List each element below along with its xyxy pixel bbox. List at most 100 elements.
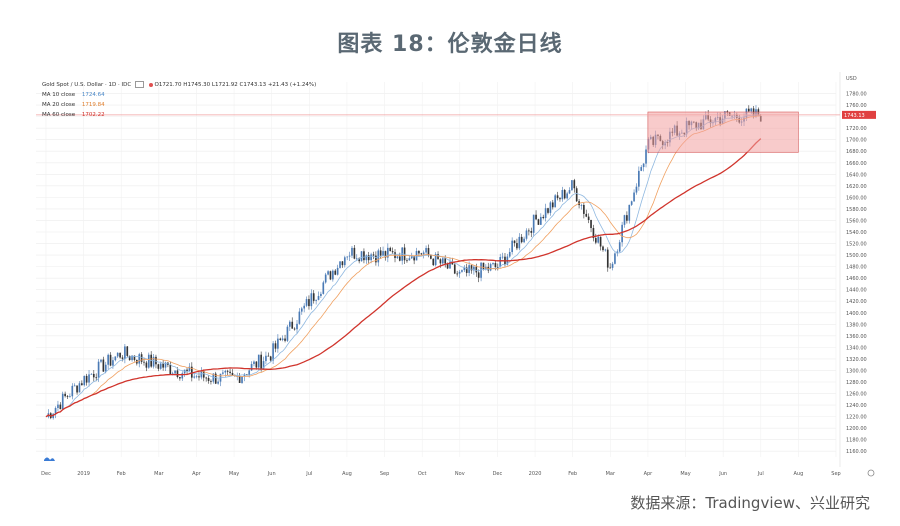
candle-body <box>389 247 392 252</box>
candle-body <box>119 352 121 358</box>
x-tick-label: Apr <box>644 471 654 477</box>
candle-body <box>559 198 561 200</box>
y-tick-label: 1560.00 <box>846 218 867 224</box>
candle-body <box>544 208 547 219</box>
candle-body <box>71 385 74 397</box>
candle-body <box>205 377 207 379</box>
candle-body <box>499 257 502 268</box>
candle-body <box>551 202 554 208</box>
candle-body <box>367 255 370 261</box>
candle-body <box>222 372 224 374</box>
ma10-value: 1724.64 <box>81 92 105 98</box>
candle-body <box>212 373 215 382</box>
candle-body <box>628 204 631 221</box>
candle-body <box>444 258 447 264</box>
candle-body <box>214 373 217 384</box>
candle-body <box>92 373 95 378</box>
tradingview-logo-icon <box>44 457 55 461</box>
candle-body <box>465 267 468 273</box>
candle-body <box>198 376 200 378</box>
candle-body <box>630 201 633 205</box>
candle-body <box>439 259 442 264</box>
candle-body <box>224 370 227 373</box>
candle-body <box>542 216 545 219</box>
y-tick-label: 1340.00 <box>846 345 867 351</box>
candle-body <box>475 266 478 273</box>
candle-body <box>355 258 358 260</box>
candle-body <box>614 253 616 264</box>
candle-body <box>528 230 530 232</box>
candle-body <box>317 296 320 300</box>
candle-body <box>575 188 578 202</box>
candle-body <box>633 192 635 202</box>
candle-body <box>621 224 623 243</box>
candle-body <box>379 250 382 256</box>
candle-body <box>353 247 356 259</box>
candle-body <box>190 366 193 378</box>
y-tick-label: 1700.00 <box>846 138 867 144</box>
candle-body <box>260 354 262 369</box>
candle-body <box>516 243 518 249</box>
candle-body <box>406 260 408 262</box>
candle-body <box>640 167 643 171</box>
candle-body <box>124 346 126 359</box>
x-tick-label: Feb <box>117 471 126 477</box>
candle-body <box>188 366 191 371</box>
candle-body <box>186 369 188 371</box>
candle-body <box>580 205 583 206</box>
candle-body <box>382 251 384 256</box>
settings-icon[interactable] <box>134 81 144 88</box>
candle-body <box>398 256 401 261</box>
candle-body <box>315 299 317 301</box>
y-tick-label: 1600.00 <box>846 195 867 201</box>
candle-body <box>109 354 112 366</box>
candle-body <box>430 255 432 259</box>
candle-body <box>446 263 449 269</box>
ma20-label: MA 20 close <box>42 102 76 108</box>
candle-body <box>288 321 291 327</box>
candle-body <box>104 364 107 372</box>
candle-body <box>207 377 210 381</box>
source-note: 数据来源：Tradingview、兴业研究 <box>630 494 870 512</box>
candle-body <box>322 282 325 294</box>
candle-body <box>162 363 164 368</box>
y-tick-label: 1660.00 <box>846 161 867 167</box>
candle-body <box>638 170 640 187</box>
candle-body <box>594 238 597 243</box>
legend-ma10[interactable]: MA 10 close 1724.64 <box>42 90 316 100</box>
candle-body <box>291 321 294 329</box>
candle-body <box>145 362 148 368</box>
legend-ma60[interactable]: MA 60 close 1702.22 <box>42 110 316 120</box>
x-tick-label: Aug <box>342 471 352 477</box>
ma60-value: 1702.22 <box>81 112 105 118</box>
legend-ma20[interactable]: MA 20 close 1719.84 <box>42 100 316 110</box>
candle-body <box>267 355 270 357</box>
candle-body <box>303 305 306 309</box>
candle-body <box>363 251 365 261</box>
chart-legend: Gold Spot / U.S. Dollar · 1D · IDC O1721… <box>42 80 316 120</box>
candle-body <box>257 354 260 368</box>
candle-body <box>138 354 141 364</box>
candle-body <box>482 262 485 269</box>
y-tick-label: 1320.00 <box>846 357 867 363</box>
x-tick-label: Aug <box>793 471 803 477</box>
candle-body <box>329 271 332 280</box>
y-tick-label: 1300.00 <box>846 368 867 374</box>
x-tick-label: Jun <box>267 471 276 477</box>
candle-body <box>286 326 289 341</box>
candle-body <box>112 360 114 366</box>
y-tick-label: 1400.00 <box>846 311 867 317</box>
ma20-line <box>45 115 761 418</box>
x-tick-label: Feb <box>568 471 577 477</box>
candle-body <box>642 163 645 168</box>
last-price-tag <box>842 110 876 119</box>
candle-body <box>530 231 533 233</box>
candle-body <box>523 238 525 243</box>
y-tick-label: 1420.00 <box>846 299 867 305</box>
x-tick-label: Sep <box>380 471 389 477</box>
figure-title: 图表 18：伦敦金日线 <box>337 32 563 57</box>
candle-body <box>458 271 461 274</box>
candle-body <box>602 246 604 251</box>
candle-body <box>210 380 212 382</box>
candle-body <box>226 370 229 372</box>
